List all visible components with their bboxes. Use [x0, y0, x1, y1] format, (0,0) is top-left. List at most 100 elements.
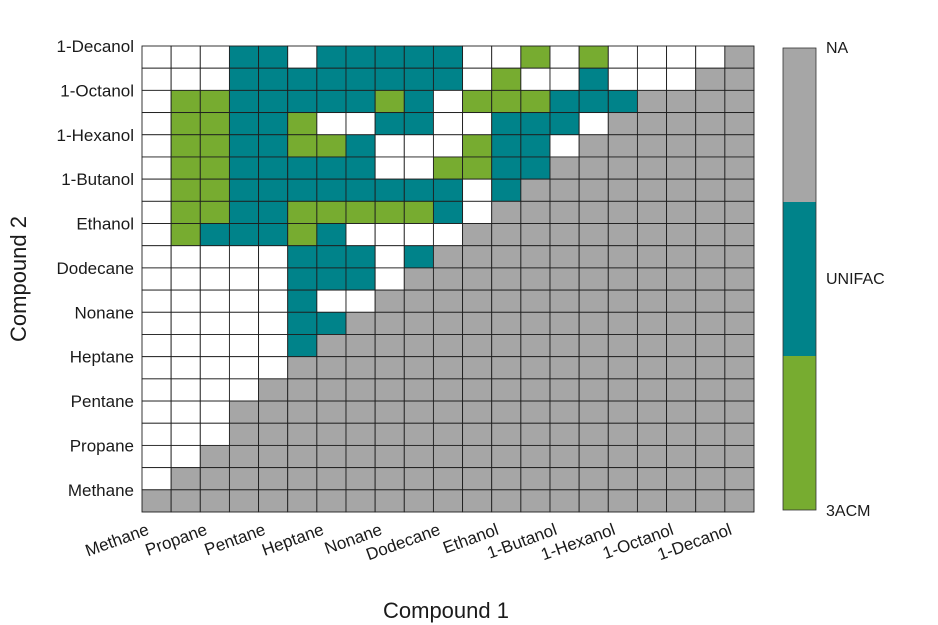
heatmap-cell: [607, 267, 638, 291]
heatmap-cell: [374, 489, 405, 513]
heatmap-cell: [607, 378, 638, 402]
colorbar-label: UNIFAC: [826, 271, 885, 288]
heatmap-cell: [170, 67, 201, 91]
heatmap-cell: [287, 400, 318, 424]
heatmap-cell: [316, 378, 347, 402]
heatmap-cell: [549, 134, 580, 158]
heatmap-cell: [228, 422, 260, 446]
heatmap-cell: [432, 200, 464, 224]
colorbar-segment: [783, 48, 816, 202]
heatmap-cell: [432, 467, 464, 491]
heatmap-cell: [666, 489, 697, 513]
y-axis-ticks: 1-Decanol 1-Octanol 1-Hexanol 1-Butanol Etha…: [56, 37, 134, 500]
heatmap-cell: [724, 311, 755, 335]
heatmap-cell: [607, 45, 638, 69]
heatmap-cell: [403, 267, 434, 291]
heatmap-cell: [170, 45, 201, 69]
heatmap-cell: [549, 422, 580, 446]
heatmap-cell: [258, 311, 289, 335]
heatmap-cell: [170, 89, 201, 114]
heatmap-cell: [636, 89, 668, 114]
heatmap-cell: [345, 267, 376, 291]
heatmap-cell: [520, 334, 551, 358]
heatmap-cell: [520, 178, 551, 202]
heatmap-cell: [491, 422, 522, 446]
heatmap-cell: [724, 378, 755, 402]
heatmap-cell: [228, 289, 260, 313]
heatmap-cell: [636, 67, 668, 91]
heatmap-cell: [432, 267, 464, 291]
heatmap-cell: [462, 245, 493, 269]
heatmap-cell: [170, 156, 201, 180]
heatmap-cell: [374, 467, 405, 491]
heatmap-cell: [374, 45, 405, 69]
heatmap-cell: [636, 444, 668, 469]
heatmap-cell: [491, 267, 522, 291]
heatmap-cell: [636, 334, 668, 358]
heatmap-cell: [491, 45, 522, 69]
heatmap-cell: [666, 400, 697, 424]
heatmap-cell: [403, 334, 434, 358]
heatmap-cell: [432, 489, 464, 513]
colorbar-outline: [782, 47, 817, 511]
heatmap-cell: [491, 200, 522, 224]
heatmap-cell: [462, 489, 493, 513]
heatmap-cell: [549, 356, 580, 380]
heatmap-cell: [199, 200, 230, 224]
heatmap-cell: [520, 45, 551, 69]
heatmap-cell: [141, 45, 172, 69]
heatmap-cell: [666, 112, 697, 136]
heatmap-cell: [258, 267, 289, 291]
heatmap-cell: [316, 223, 347, 247]
heatmap-cell: [491, 378, 522, 402]
heatmap-cell: [666, 311, 697, 335]
heatmap-cell: [695, 378, 726, 402]
heatmap-cell: [228, 178, 260, 202]
heatmap-cell: [724, 223, 755, 247]
heatmap-cell: [403, 89, 434, 114]
heatmap-cell: [462, 200, 493, 224]
heatmap-cell: [141, 311, 172, 335]
heatmap-cell: [403, 467, 434, 491]
heatmap-cell: [228, 400, 260, 424]
heatmap-cell: [695, 200, 726, 224]
heatmap-cell: [258, 400, 289, 424]
heatmap-cell: [316, 422, 347, 446]
heatmap-cell: [724, 334, 755, 358]
heatmap-cell: [316, 267, 347, 291]
heatmap-cell: [287, 223, 318, 247]
heatmap-cell: [316, 356, 347, 380]
heatmap-cell: [170, 378, 201, 402]
heatmap-cell: [695, 267, 726, 291]
heatmap-cell: [491, 489, 522, 513]
heatmap-cell: [432, 45, 464, 69]
y-tick-label: Propane: [70, 436, 134, 455]
heatmap-cell: [141, 245, 172, 269]
heatmap-cell: [462, 178, 493, 202]
heatmap-cell: [636, 156, 668, 180]
y-tick-label: 1-Decanol: [57, 37, 135, 56]
heatmap-cell: [724, 489, 755, 513]
heatmap-cell: [432, 67, 464, 91]
heatmap-cell: [724, 67, 755, 91]
heatmap-cell: [345, 311, 376, 335]
heatmap-cell: [520, 311, 551, 335]
heatmap-cell: [403, 45, 434, 69]
heatmap-cell: [607, 356, 638, 380]
heatmap-cell: [491, 334, 522, 358]
heatmap-cell: [258, 112, 289, 136]
heatmap-cell: [374, 134, 405, 158]
heatmap-cell: [403, 67, 434, 91]
heatmap-cell: [578, 334, 609, 358]
heatmap-cell: [374, 422, 405, 446]
heatmap-cell: [607, 223, 638, 247]
heatmap-cell: [636, 400, 668, 424]
heatmap-cell: [258, 45, 289, 69]
heatmap-cell: [549, 289, 580, 313]
heatmap-cell: [403, 378, 434, 402]
heatmap-cell: [374, 400, 405, 424]
heatmap-cell: [141, 467, 172, 491]
heatmap-cell: [374, 67, 405, 91]
heatmap-cell: [374, 245, 405, 269]
heatmap-cell: [199, 378, 230, 402]
